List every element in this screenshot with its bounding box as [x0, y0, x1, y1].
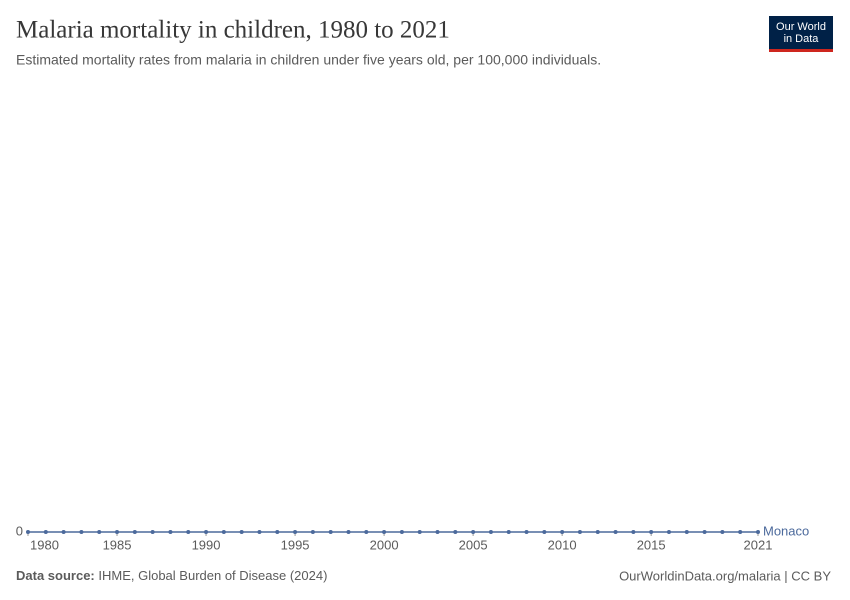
x-tick-label: 1985 [103, 537, 132, 552]
credit: OurWorldinData.org/malaria | CC BY [619, 568, 831, 583]
point [684, 530, 689, 534]
point [417, 530, 422, 534]
x-tick-label: 2005 [459, 537, 488, 552]
point [720, 530, 725, 534]
source: Data source: IHME, Global Burden of Dise… [16, 568, 327, 583]
point [738, 530, 743, 534]
x-tick-label: 2021 [744, 537, 773, 552]
point [204, 530, 209, 534]
point [471, 530, 476, 534]
x-tick-label: 2010 [548, 537, 577, 552]
point [488, 530, 493, 534]
point [382, 530, 387, 534]
x-tick-label: 2015 [637, 537, 666, 552]
point [577, 530, 582, 534]
logo: Our World in Data [769, 16, 833, 52]
point [399, 530, 404, 534]
point [756, 530, 760, 534]
x-tick-label: 2000 [370, 537, 399, 552]
point [221, 530, 226, 534]
point [257, 530, 262, 534]
point [613, 530, 618, 534]
logo-text: Our World [776, 21, 826, 33]
x-tick-label: 1990 [192, 537, 221, 552]
x-tick-label: 1995 [281, 537, 310, 552]
point [310, 530, 315, 534]
point [328, 530, 333, 534]
chart-subtitle: Estimated mortality rates from malaria i… [16, 52, 601, 68]
point [275, 530, 280, 534]
source-text: IHME, Global Burden of Disease (2024) [98, 568, 327, 583]
point [43, 530, 48, 534]
point [649, 530, 654, 534]
point [97, 530, 102, 534]
point [79, 530, 84, 534]
source-label: Data source: [16, 568, 95, 583]
logo-box [769, 16, 833, 52]
point [364, 530, 369, 534]
point [542, 530, 547, 534]
point [631, 530, 636, 534]
point [560, 530, 565, 534]
point [453, 530, 458, 534]
point [239, 530, 244, 534]
chart-title: Malaria mortality in children, 1980 to 2… [16, 17, 450, 44]
point [595, 530, 600, 534]
point [666, 530, 671, 534]
logo-text: in Data [784, 33, 820, 45]
point [346, 530, 351, 534]
point [132, 530, 137, 534]
point [435, 530, 440, 534]
point [524, 530, 529, 534]
point [115, 530, 120, 534]
point [61, 530, 66, 534]
point [293, 530, 298, 534]
point [168, 530, 173, 534]
point [506, 530, 511, 534]
point [702, 530, 707, 534]
point [150, 530, 155, 534]
point [26, 530, 30, 534]
x-tick-label: 1980 [30, 537, 59, 552]
point [186, 530, 191, 534]
series-label: Monaco [763, 523, 809, 538]
y-tick-label: 0 [16, 523, 23, 538]
logo-bar [769, 49, 833, 52]
